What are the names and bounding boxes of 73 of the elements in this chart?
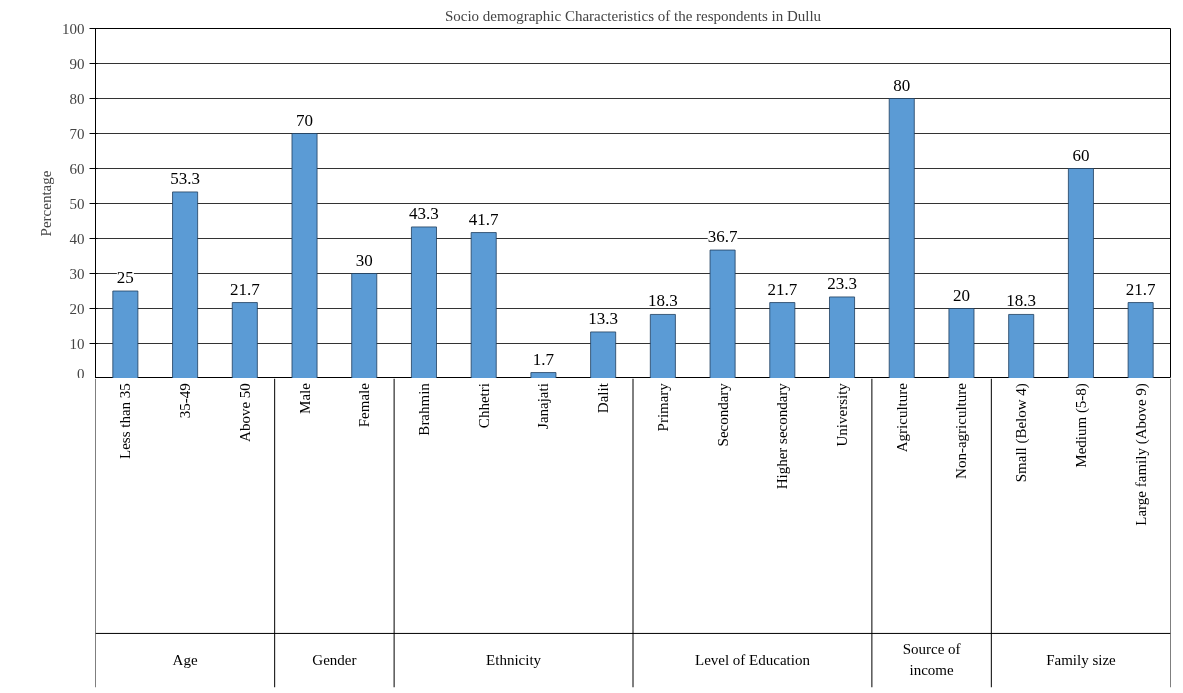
source-note: Source of income: [902, 641, 961, 679]
data-label: 20: [952, 285, 970, 305]
data-label: 30: [355, 250, 373, 270]
bar: [112, 290, 139, 378]
bar: [530, 372, 557, 378]
data-label: 21.7: [767, 279, 798, 299]
bar: [172, 191, 199, 378]
bar: [829, 296, 855, 378]
bar: [291, 133, 318, 378]
text: Family size: [1046, 651, 1117, 668]
data-label: 25: [116, 268, 134, 287]
data-label: 21.7: [1125, 279, 1157, 299]
bar: [411, 226, 437, 378]
y-tick-label: 20: [69, 300, 85, 317]
data-label: 13.3: [588, 308, 619, 328]
x-tick-label: Medium (5-8): [1072, 383, 1090, 468]
x-tick-label: Less than 35: [117, 383, 134, 459]
y-tick-label: 40: [69, 230, 85, 247]
x-tick-label: University: [834, 382, 851, 447]
y-tick-label: 90: [69, 55, 85, 72]
chart-title: Socio demographic Characteristics of the respondents in Dullu: [444, 7, 822, 24]
x-tick-label: Dalit: [595, 382, 612, 414]
text: Gender: [312, 651, 357, 668]
bar: [590, 331, 617, 378]
data-label: 43.3: [409, 203, 439, 223]
text: Level of Education: [694, 651, 811, 668]
y-tick-label: 30: [69, 265, 85, 282]
bar: [1127, 302, 1154, 378]
y-tick-label: 70: [69, 125, 85, 142]
x-tick-label: Brahmin: [415, 382, 432, 436]
bar: [888, 98, 915, 378]
bar: [1067, 168, 1094, 378]
text: Ethnicity: [486, 651, 542, 668]
x-tick-label: Secondary: [714, 382, 731, 447]
x-tick-label: Chhetri: [475, 383, 492, 429]
x-tick-label: Primary: [654, 382, 671, 432]
x-tick-label: Janajati: [535, 383, 552, 429]
data-label: 60: [1072, 145, 1090, 165]
y-tick-label: 10: [69, 335, 85, 352]
x-tick-label: Higher secondary: [774, 382, 791, 490]
data-label: 41.7: [468, 209, 500, 229]
y-axis-title: Percentage: [38, 170, 54, 237]
y-tick-label: 80: [69, 90, 85, 107]
bar: [948, 308, 975, 378]
data-label: 36.7: [707, 227, 738, 247]
x-tick-label: Small (Below 4): [1013, 383, 1031, 483]
data-label: 18.3: [647, 291, 678, 311]
bar: [351, 273, 378, 378]
data-label: 23.3: [827, 273, 857, 293]
y-tick-label: 0: [77, 365, 85, 382]
data-label: 70: [296, 110, 314, 130]
x-tick-label: Female: [356, 382, 373, 428]
bar: [470, 232, 497, 378]
x-tick-label: Agriculture: [893, 382, 910, 453]
bar: [649, 314, 676, 378]
x-tick-label: 35-49: [177, 383, 194, 419]
data-label: 18.3: [1006, 291, 1037, 311]
x-tick-label: Male: [296, 382, 313, 414]
x-tick-label: Non-agriculture: [953, 382, 970, 479]
data-label: 53.3: [170, 168, 200, 188]
x-tick-label: Large family (Above 9): [1132, 383, 1150, 526]
text: Age: [172, 651, 198, 668]
bar: [1008, 314, 1035, 378]
y-tick-label: 60: [69, 160, 85, 177]
bar: [769, 302, 796, 378]
data-label: 80: [893, 75, 911, 95]
y-tick-label: 50: [69, 195, 85, 212]
y-tick-label: 100: [62, 20, 85, 37]
data-label: 1.7: [532, 349, 555, 369]
bar: [231, 302, 258, 378]
data-label: 21.7: [229, 279, 261, 299]
bar: [709, 249, 736, 378]
x-tick-label: Above 50: [236, 383, 253, 442]
